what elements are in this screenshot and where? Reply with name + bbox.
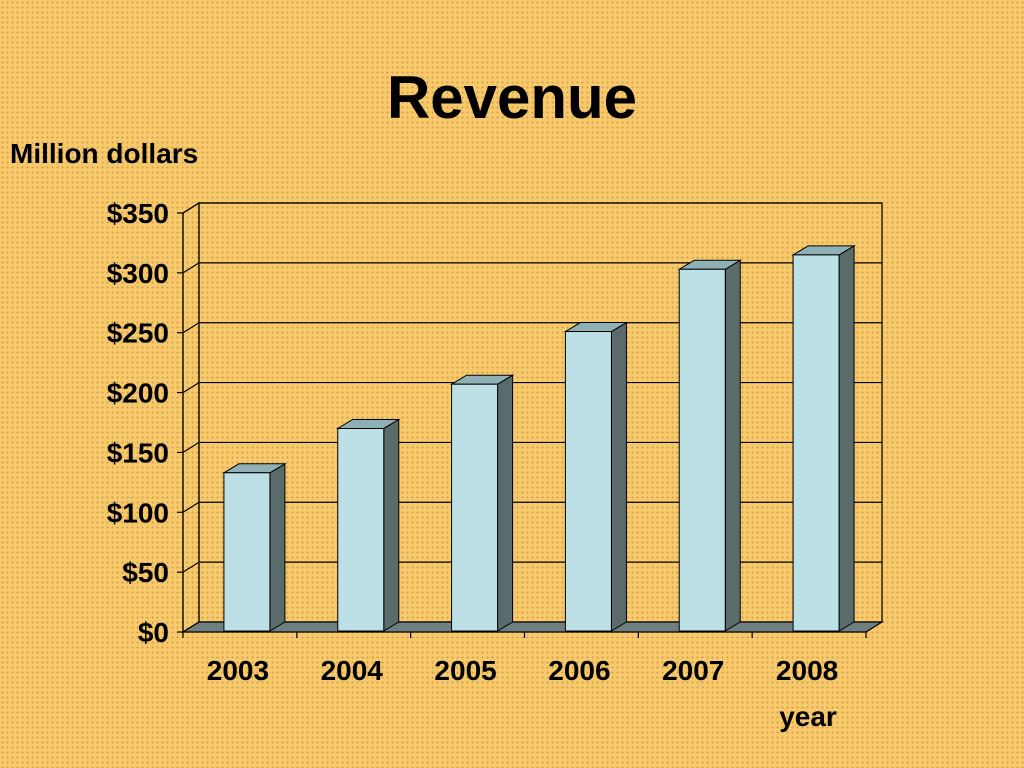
bar-front: [451, 383, 499, 632]
back-wall: [198, 202, 883, 623]
bar-side: [724, 259, 741, 632]
bar-front: [792, 254, 840, 632]
x-tick-label: 2003: [207, 655, 269, 686]
bar-side: [383, 418, 400, 632]
bars: [222, 245, 856, 632]
gridline-side: [182, 441, 200, 453]
gridline-side: [182, 262, 200, 274]
gridline-side: [182, 322, 200, 334]
x-axis-ticks: 2003 2004 2005 2006 2007 2008: [182, 632, 867, 686]
bar-side: [610, 321, 627, 632]
x-tick-label: 2005: [434, 655, 496, 686]
x-tick-label: 2006: [548, 655, 610, 686]
y-tick-label: $0: [138, 617, 169, 648]
bar: [563, 321, 629, 632]
bar: [222, 462, 287, 632]
y-tick-label: $150: [107, 437, 169, 468]
gridlines: [182, 201, 883, 634]
y-tick-label: $250: [107, 318, 169, 349]
y-tick-label: $100: [107, 497, 169, 528]
bar: [335, 418, 401, 632]
gridline-side: [182, 202, 200, 214]
chart-title: Revenue: [386, 64, 638, 131]
bar-side: [838, 245, 855, 632]
y-tick-label: $50: [122, 557, 169, 588]
gridline-side: [182, 561, 200, 573]
bar: [677, 259, 743, 632]
y-tick-label: $350: [107, 198, 169, 229]
y-axis-label: Million dollars: [10, 138, 199, 169]
x-tick-label: 2008: [776, 655, 838, 686]
y-tick-label: $300: [107, 258, 169, 289]
x-tick-label: 2004: [321, 655, 384, 686]
bar-front: [564, 331, 612, 632]
bar-front: [223, 472, 271, 632]
bar: [791, 245, 856, 632]
chart-floor: [180, 621, 885, 633]
gridline-side: [182, 382, 200, 394]
x-axis-label: year: [779, 701, 837, 732]
x-tick-label: 2007: [662, 655, 724, 686]
floor: [180, 621, 885, 633]
bar-front: [678, 268, 726, 632]
bar: [449, 374, 515, 632]
y-tick-label: $200: [107, 378, 169, 409]
bar-side: [269, 462, 286, 632]
y-axis-ticks: $0 $50 $100 $150 $200 $250 $300 $350: [107, 198, 184, 648]
bar-side: [497, 374, 514, 632]
bar-front: [337, 427, 385, 632]
gridline-side: [182, 501, 200, 513]
